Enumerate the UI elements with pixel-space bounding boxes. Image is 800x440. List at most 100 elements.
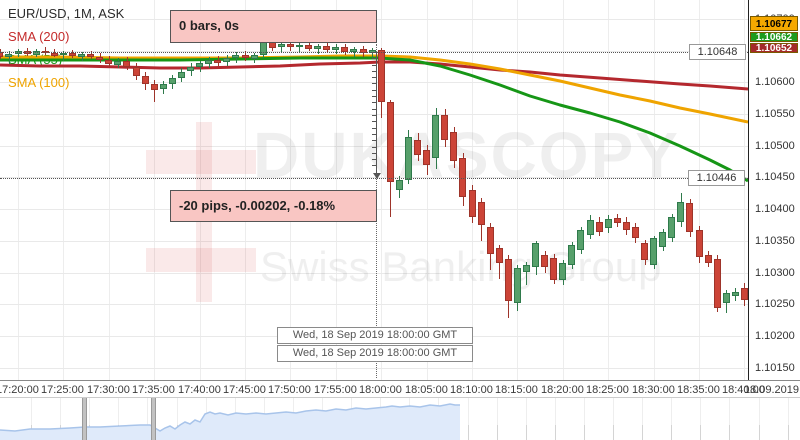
ruler-tick-mark [372, 52, 377, 53]
price-tick-label: 1.10550 [755, 108, 795, 120]
navigator-tick [497, 425, 498, 440]
navigator-tick [642, 425, 643, 440]
measure-duration-tooltip: 0 bars, 0s [170, 10, 377, 43]
candle [568, 245, 575, 265]
navigator-tick [671, 425, 672, 440]
axis-indicator-value-marker: 1.10677 [750, 16, 798, 31]
price-tick-label: 1.10600 [755, 76, 795, 88]
time-tick-label: 17:35:00 [132, 384, 175, 396]
time-gridline [608, 0, 609, 380]
ruler-tick-mark [372, 153, 377, 154]
navigator-range-handle[interactable] [151, 398, 156, 440]
measure-ruler-arrow-icon [373, 173, 381, 179]
candle [423, 150, 430, 165]
candle-wick [154, 80, 155, 102]
dukascopy-watermark: DUKASCOPY Swiss Banking Group [146, 119, 678, 302]
candle-wick [299, 42, 300, 53]
navigator-gridline [526, 398, 527, 440]
navigator-range-handle[interactable] [82, 398, 87, 440]
navigator-tick [788, 425, 789, 440]
navigator-gridline [729, 398, 730, 440]
ruler-tick-mark [372, 102, 377, 103]
ruler-tick-mark [372, 121, 377, 122]
navigator-overview[interactable] [0, 397, 800, 440]
candlestick-chart-area[interactable]: DUKASCOPY Swiss Banking Group EUR/USD, 1… [0, 0, 748, 380]
candle [514, 268, 521, 303]
candle [478, 202, 485, 225]
price-tick-label: 1.10300 [755, 267, 795, 279]
candle [587, 220, 594, 235]
candle [696, 230, 703, 257]
time-tick-label: 17:30:00 [87, 384, 130, 396]
navigator-gridline [497, 398, 498, 440]
sma-100-label[interactable]: SMA (100) [8, 75, 70, 90]
price-gridline [0, 241, 748, 242]
price-tick-label: 1.10150 [755, 362, 795, 374]
candle [677, 202, 684, 222]
candle [341, 47, 348, 52]
measure-start-price-label: 1.10648 [689, 44, 746, 60]
navigator-gridline [700, 398, 701, 440]
measure-end-price-label: 1.10446 [688, 170, 745, 186]
watermark-tagline-text: Swiss Banking Group [260, 243, 662, 290]
candle [5, 54, 12, 57]
ruler-tick-mark [372, 96, 377, 97]
time-gridline [154, 0, 155, 380]
navigator-gridline [788, 398, 789, 440]
time-gridline [744, 0, 745, 380]
candle [323, 46, 330, 50]
ruler-tick-mark [372, 71, 377, 72]
candle [387, 102, 394, 182]
candle [450, 132, 457, 161]
ruler-tick-mark [372, 77, 377, 78]
candle [414, 140, 421, 155]
watermark-emblem-bottom-bar [146, 248, 256, 272]
price-gridline [0, 368, 748, 369]
candle [187, 67, 194, 71]
price-tick-label: 1.10500 [755, 140, 795, 152]
candle [705, 255, 712, 263]
time-gridline [109, 0, 110, 380]
measure-ruler [376, 52, 377, 173]
price-axis[interactable]: 1.107001.106001.105501.105001.104501.104… [748, 0, 800, 380]
navigator-gridline [642, 398, 643, 440]
navigator-gridline [118, 398, 119, 440]
measure-time-from-tooltip: Wed, 18 Sep 2019 18:00:00 GMT [277, 327, 473, 344]
navigator-area-chart [0, 403, 460, 440]
axis-indicator-value-marker: 1.10662 [750, 32, 798, 42]
price-tick-label: 1.10450 [755, 171, 795, 183]
time-tick-label: 18:00:00 [359, 384, 402, 396]
navigator-gridline [555, 398, 556, 440]
navigator-gridline [89, 398, 90, 440]
candle [732, 292, 739, 296]
candle [532, 243, 539, 267]
candle [505, 259, 512, 301]
candle [668, 217, 675, 238]
time-tick-label: 18:35:00 [677, 384, 720, 396]
time-gridline [18, 0, 19, 380]
time-gridline [517, 0, 518, 380]
candle [287, 44, 294, 47]
candle [205, 60, 212, 64]
candle [51, 53, 58, 56]
navigator-gridline [147, 398, 148, 440]
candle [469, 190, 476, 217]
sma-line [0, 60, 748, 91]
candle [87, 54, 94, 57]
candle [151, 84, 158, 90]
candle [160, 84, 167, 89]
candle [69, 53, 76, 56]
time-tick-label: 18:15:00 [495, 384, 538, 396]
date-label: 18.09.2019 [743, 384, 799, 396]
candle [741, 288, 748, 300]
time-gridline [699, 0, 700, 380]
candle [714, 259, 721, 308]
time-tick-label: 17:25:00 [41, 384, 84, 396]
time-tick-label: 18:10:00 [450, 384, 493, 396]
candle [178, 72, 185, 78]
sma-200-label[interactable]: SMA (200) [8, 29, 70, 44]
ruler-tick-mark [372, 83, 377, 84]
navigator-tick [729, 425, 730, 440]
candle [632, 227, 639, 238]
time-axis[interactable]: 18.09.2019 17:20:00 17:25:00 17:30:00 17:35… [0, 380, 800, 397]
